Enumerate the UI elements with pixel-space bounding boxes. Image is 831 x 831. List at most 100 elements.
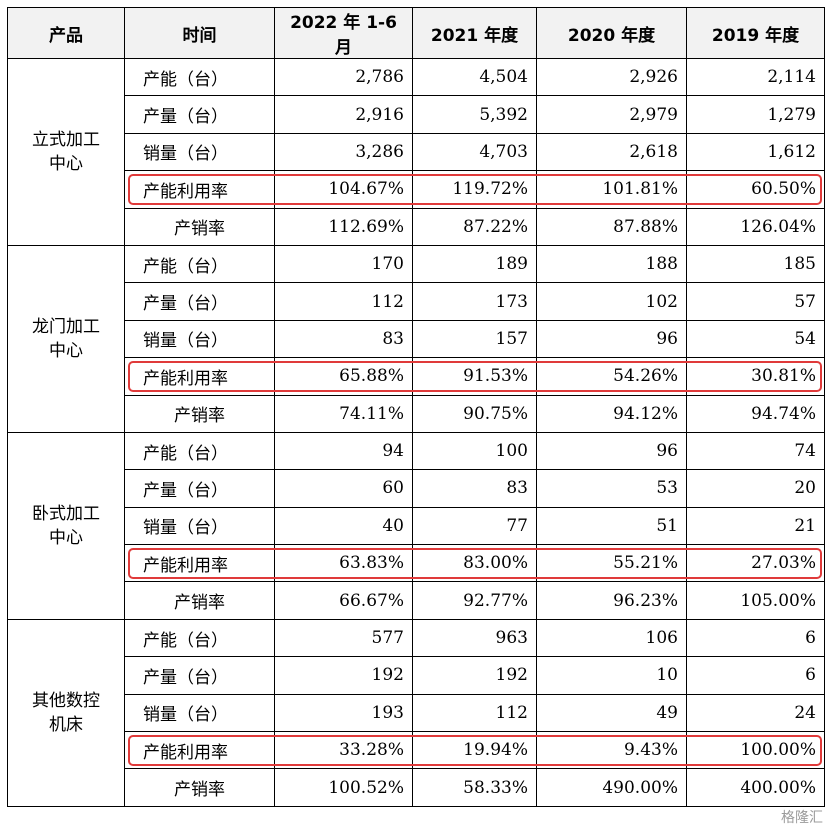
value-cell: 91.53% — [412, 357, 537, 396]
value-cell: 74.11% — [274, 394, 413, 433]
metric-label-cell: 销量（台） — [124, 506, 275, 546]
value-cell: 100.00% — [686, 731, 825, 770]
value-cell: 112 — [412, 693, 537, 733]
value-cell: 400.00% — [686, 768, 825, 807]
value-cell: 83 — [412, 469, 537, 508]
value-cell: 96 — [536, 319, 687, 359]
value-cell: 55.21% — [536, 544, 687, 583]
value-cell: 185 — [686, 244, 825, 284]
table-row: 产能利用率 104.67% 119.72% 101.81% 60.50% — [8, 170, 825, 209]
metric-label-cell: 产销率 — [124, 768, 275, 807]
value-cell: 1,612 — [686, 132, 825, 172]
metric-label-cell: 产销率 — [124, 394, 275, 433]
value-cell: 2,114 — [686, 57, 825, 97]
metric-label-cell: 产量（台） — [124, 282, 275, 321]
header-2022h1: 2022 年 1-6 月 — [274, 7, 413, 59]
header-2019: 2019 年度 — [686, 7, 825, 59]
value-cell: 100 — [412, 431, 537, 471]
table-row: 销量（台） 193 112 49 24 — [8, 693, 825, 733]
value-cell: 9.43% — [536, 731, 687, 770]
value-cell: 157 — [412, 319, 537, 359]
table-row: 产销率 112.69% 87.22% 87.88% 126.04% — [8, 207, 825, 246]
value-cell: 87.88% — [536, 207, 687, 246]
value-cell: 106 — [536, 618, 687, 658]
value-cell: 192 — [412, 656, 537, 695]
metric-label-cell: 产能利用率 — [124, 731, 275, 770]
table-row: 龙门加工 中心 产能（台） 170 189 188 185 — [7, 244, 825, 433]
value-cell: 40 — [274, 506, 413, 546]
value-cell: 90.75% — [412, 394, 537, 433]
metric-label-cell: 产能利用率 — [124, 170, 275, 209]
value-cell: 87.22% — [412, 207, 537, 246]
metric-label-cell: 产能利用率 — [124, 544, 275, 583]
value-cell: 104.67% — [274, 170, 413, 209]
capacity-table: 产品 时间 2022 年 1-6 月 2021 年度 2020 年度 2019 … — [7, 7, 825, 807]
metric-label-cell: 产销率 — [124, 581, 275, 620]
value-cell: 6 — [686, 618, 825, 658]
value-cell: 54.26% — [536, 357, 687, 396]
table-row: 销量（台） 83 157 96 54 — [8, 319, 825, 359]
watermark-logo: 格隆汇 — [781, 810, 823, 826]
value-cell: 100.52% — [274, 768, 413, 807]
value-cell: 49 — [536, 693, 687, 733]
value-cell: 63.83% — [274, 544, 413, 583]
metric-label-cell: 产量（台） — [124, 95, 275, 134]
value-cell: 963 — [412, 618, 537, 658]
header-product: 产品 — [7, 7, 125, 59]
value-cell: 189 — [412, 244, 537, 284]
metric-label-cell: 销量（台） — [124, 319, 275, 359]
value-cell: 96.23% — [536, 581, 687, 620]
value-cell: 60.50% — [686, 170, 825, 209]
value-cell: 101.81% — [536, 170, 687, 209]
table-row: 其他数控 机床 产能（台） 577 963 106 6 — [7, 618, 825, 807]
value-cell: 53 — [536, 469, 687, 508]
value-cell: 19.94% — [412, 731, 537, 770]
value-cell: 5,392 — [412, 95, 537, 134]
table-row: 产量（台） 2,916 5,392 2,979 1,279 — [8, 95, 825, 134]
product-name-cell: 卧式加工 中心 — [7, 431, 125, 620]
product-name-cell: 立式加工 中心 — [7, 58, 125, 246]
value-cell: 51 — [536, 506, 687, 546]
value-cell: 2,786 — [274, 57, 413, 97]
value-cell: 54 — [686, 319, 825, 359]
value-cell: 65.88% — [274, 357, 413, 396]
table-row: 产量（台） 192 192 10 6 — [8, 656, 825, 695]
table-row: 产能利用率 63.83% 83.00% 55.21% 27.03% — [8, 544, 825, 583]
table-row: 产能利用率 65.88% 91.53% 54.26% 30.81% — [8, 357, 825, 396]
value-cell: 2,926 — [536, 57, 687, 97]
metric-label-cell: 销量（台） — [124, 693, 275, 733]
table-row: 立式加工 中心 产能（台） 2,786 4,504 2,926 2,114 — [7, 57, 825, 246]
product-name-cell: 其他数控 机床 — [7, 618, 125, 807]
value-cell: 94.12% — [536, 394, 687, 433]
header-row: 产品 时间 2022 年 1-6 月 2021 年度 2020 年度 2019 … — [7, 7, 825, 59]
value-cell: 173 — [412, 282, 537, 321]
value-cell: 4,703 — [412, 132, 537, 172]
value-cell: 126.04% — [686, 207, 825, 246]
value-cell: 66.67% — [274, 581, 413, 620]
metric-label-cell: 产量（台） — [124, 656, 275, 695]
value-cell: 24 — [686, 693, 825, 733]
metric-label-cell: 产能（台） — [124, 57, 275, 97]
value-cell: 30.81% — [686, 357, 825, 396]
value-cell: 105.00% — [686, 581, 825, 620]
metric-label-cell: 产能利用率 — [124, 357, 275, 396]
value-cell: 58.33% — [412, 768, 537, 807]
metric-label-cell: 销量（台） — [124, 132, 275, 172]
value-cell: 577 — [274, 618, 413, 658]
table-row: 产销率 66.67% 92.77% 96.23% 105.00% — [8, 581, 825, 620]
header-period: 时间 — [124, 7, 275, 59]
value-cell: 112 — [274, 282, 413, 321]
table-row: 销量（台） 40 77 51 21 — [8, 506, 825, 546]
value-cell: 2,979 — [536, 95, 687, 134]
value-cell: 192 — [274, 656, 413, 695]
value-cell: 4,504 — [412, 57, 537, 97]
table-row: 产销率 100.52% 58.33% 490.00% 400.00% — [8, 768, 825, 807]
value-cell: 188 — [536, 244, 687, 284]
metric-label-cell: 产量（台） — [124, 469, 275, 508]
table-row: 产能利用率 33.28% 19.94% 9.43% 100.00% — [8, 731, 825, 770]
value-cell: 193 — [274, 693, 413, 733]
value-cell: 57 — [686, 282, 825, 321]
metric-label-cell: 产能（台） — [124, 618, 275, 658]
value-cell: 170 — [274, 244, 413, 284]
table-row: 产量（台） 60 83 53 20 — [8, 469, 825, 508]
